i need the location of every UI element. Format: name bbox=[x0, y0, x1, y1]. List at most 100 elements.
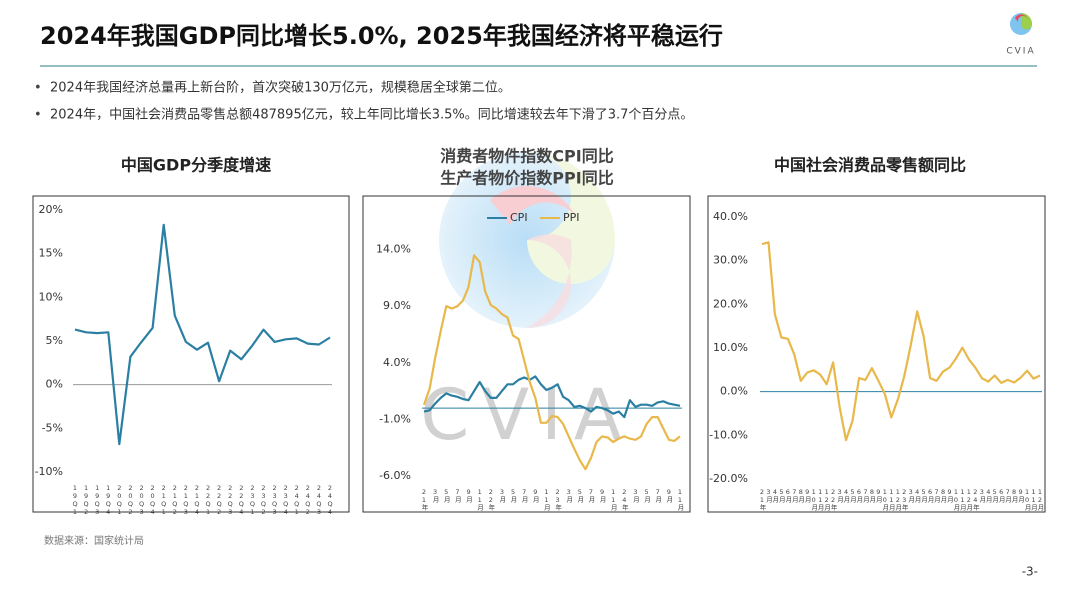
x-tick-label: 5月 bbox=[777, 488, 785, 504]
x-tick-label: 22Q3 bbox=[226, 484, 234, 516]
x-tick-label: 4月 bbox=[913, 488, 921, 504]
bullet-dot: • bbox=[34, 81, 42, 96]
x-tick-label: 6月 bbox=[997, 488, 1005, 504]
x-tick-label: 19Q4 bbox=[104, 484, 112, 516]
legend-label: CPI bbox=[510, 211, 528, 224]
x-tick-label: 10月 bbox=[881, 488, 889, 512]
x-tick-label: 11月 bbox=[816, 488, 824, 512]
chart-title: 中国社会消费品零售额同比 bbox=[774, 156, 966, 175]
x-tick-label: 9月 bbox=[945, 488, 953, 504]
x-tick-label: 7月 bbox=[654, 488, 662, 504]
logo-text: CVIA bbox=[1006, 47, 1035, 57]
y-tick-label: 0.0% bbox=[720, 385, 748, 398]
y-tick-label: 10.0% bbox=[713, 341, 748, 354]
x-tick-label: 24年 bbox=[971, 488, 979, 512]
chart-title: 中国GDP分季度增速 bbox=[121, 156, 271, 175]
y-tick-label: -6.0% bbox=[379, 469, 411, 482]
title: 2024年我国GDP同比增长5.0%, 2025年我国经济将平稳运行 bbox=[40, 22, 723, 50]
x-tick-label: 7月 bbox=[861, 488, 869, 504]
x-tick-label: 5月 bbox=[643, 488, 651, 504]
x-tick-label: 11月 bbox=[958, 488, 966, 512]
y-tick-label: 40.0% bbox=[713, 210, 748, 223]
x-tick-label: 6月 bbox=[855, 488, 863, 504]
y-tick-label: 9.0% bbox=[383, 299, 411, 312]
y-tick-label: -5% bbox=[42, 421, 63, 434]
bullet-dot: • bbox=[34, 108, 42, 123]
x-tick-label: 5月 bbox=[509, 488, 517, 504]
x-tick-label: 7月 bbox=[1004, 488, 1012, 504]
x-tick-label: 12月 bbox=[965, 488, 973, 512]
y-tick-label: 15% bbox=[39, 247, 63, 260]
x-tick-label: 11月 bbox=[676, 488, 684, 512]
x-tick-label: 5月 bbox=[991, 488, 999, 504]
x-tick-label: 11月 bbox=[609, 488, 617, 512]
y-tick-label: -10.0% bbox=[709, 428, 748, 441]
x-tick-label: 9月 bbox=[531, 488, 539, 504]
x-tick-label: 22年 bbox=[829, 488, 837, 512]
y-tick-label: -20.0% bbox=[709, 472, 748, 485]
x-tick-label: 22Q1 bbox=[204, 484, 212, 516]
bullet: 2024年我国经济总量再上新台阶，首次突破130万亿元，规模稳居全球第二位。 bbox=[50, 80, 511, 96]
x-tick-label: 8月 bbox=[797, 488, 805, 504]
x-tick-label: 6月 bbox=[926, 488, 934, 504]
x-tick-label: 10月 bbox=[1023, 488, 1031, 512]
x-tick-label: 11月 bbox=[1030, 488, 1038, 512]
y-tick-label: 4.0% bbox=[383, 356, 411, 369]
x-tick-label: 10月 bbox=[810, 488, 818, 512]
bullet: 2024年，中国社会消费品零售总额487895亿元，较上年同比增长3.5%。同比… bbox=[50, 107, 693, 123]
x-tick-label: 20Q1 bbox=[115, 484, 123, 516]
x-tick-label: 7月 bbox=[790, 488, 798, 504]
watermark-text: CVIA bbox=[420, 374, 633, 456]
y-tick-label: 20% bbox=[39, 203, 63, 216]
x-tick-label: 22Q4 bbox=[237, 484, 245, 516]
data-line bbox=[74, 223, 331, 446]
x-tick-label: 20Q3 bbox=[138, 484, 146, 516]
x-tick-label: 12月 bbox=[1036, 488, 1044, 512]
y-tick-label: -10% bbox=[35, 465, 63, 478]
x-tick-label: 9月 bbox=[598, 488, 606, 504]
x-tick-label: 3月 bbox=[431, 488, 439, 504]
x-tick-label: 9月 bbox=[803, 488, 811, 504]
x-tick-label: 3月 bbox=[836, 488, 844, 504]
x-tick-label: 10月 bbox=[952, 488, 960, 512]
x-tick-label: 20Q2 bbox=[126, 484, 134, 516]
x-tick-label: 12月 bbox=[894, 488, 902, 512]
chart-subtitle: 生产者物价指数PPI同比 bbox=[440, 169, 613, 188]
data-line bbox=[761, 241, 1041, 442]
x-tick-label: 23年 bbox=[900, 488, 908, 512]
chart-frame bbox=[362, 195, 691, 513]
x-tick-label: 5月 bbox=[920, 488, 928, 504]
x-tick-label: 12月 bbox=[823, 488, 831, 512]
x-tick-label: 23Q4 bbox=[282, 484, 290, 516]
x-tick-label: 21年 bbox=[758, 488, 766, 512]
x-tick-label: 7月 bbox=[520, 488, 528, 504]
x-tick-label: 24年 bbox=[620, 488, 628, 512]
x-tick-label: 7月 bbox=[587, 488, 595, 504]
y-tick-label: 10% bbox=[39, 290, 63, 303]
x-tick-label: 9月 bbox=[465, 488, 473, 504]
x-tick-label: 4月 bbox=[984, 488, 992, 504]
x-tick-label: 6月 bbox=[784, 488, 792, 504]
x-tick-label: 3月 bbox=[978, 488, 986, 504]
x-tick-label: 3月 bbox=[631, 488, 639, 504]
chart-frame bbox=[32, 195, 350, 513]
x-tick-label: 24Q2 bbox=[304, 484, 312, 516]
x-tick-label: 20Q4 bbox=[149, 484, 157, 516]
x-tick-label: 3月 bbox=[907, 488, 915, 504]
x-tick-label: 21Q4 bbox=[193, 484, 201, 516]
y-tick-label: 30.0% bbox=[713, 254, 748, 267]
x-tick-label: 5月 bbox=[849, 488, 857, 504]
x-tick-label: 8月 bbox=[939, 488, 947, 504]
x-tick-label: 19Q2 bbox=[82, 484, 90, 516]
source-note: 数据来源：国家统计局 bbox=[44, 534, 144, 547]
x-tick-label: 24Q1 bbox=[293, 484, 301, 516]
x-tick-label: 5月 bbox=[576, 488, 584, 504]
data-line bbox=[422, 254, 681, 471]
chart-title: 消费者物件指数CPI同比 bbox=[440, 147, 613, 166]
x-tick-label: 8月 bbox=[868, 488, 876, 504]
x-tick-label: 11月 bbox=[542, 488, 550, 512]
x-tick-label: 3月 bbox=[565, 488, 573, 504]
x-tick-label: 3月 bbox=[764, 488, 772, 504]
logo-icon bbox=[1015, 14, 1028, 22]
